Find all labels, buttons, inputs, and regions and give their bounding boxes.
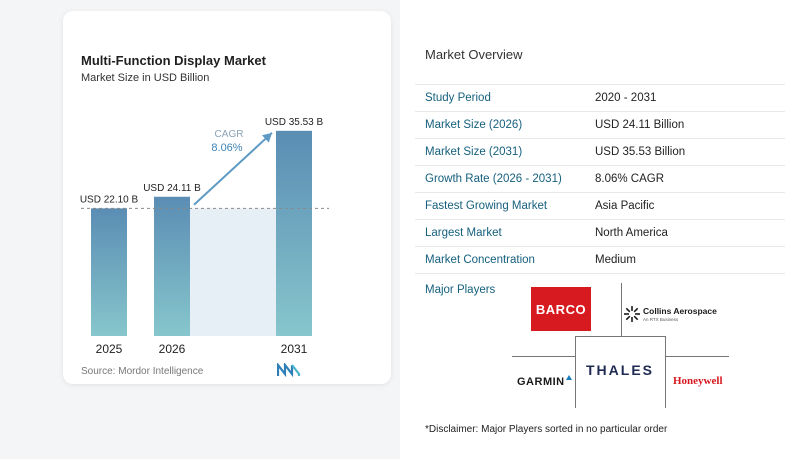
overview-row-value: USD 35.53 Billion (595, 138, 785, 166)
chart-subtitle: Market Size in USD Billion (81, 72, 210, 84)
chart-card: USD 22.10 B USD 24.11 B USD 35.53 B 2025 202… (63, 11, 391, 384)
thales-logo: THALES (586, 362, 654, 378)
garmin-logo: GARMIN (517, 376, 565, 388)
overview-row: Largest Market North America (415, 219, 785, 247)
overview-table: Study Period 2020 - 2031 Market Size (2026… (415, 84, 785, 274)
cagr-arrow-head-icon (261, 132, 272, 143)
logo-divider (665, 356, 729, 357)
collins-aerospace-logo: Collins Aerospace An RTX Business (623, 303, 733, 327)
bar-chart: USD 22.10 B USD 24.11 B USD 35.53 B 2025 202… (80, 117, 329, 356)
overview-row-label: Market Size (2031) (415, 138, 595, 166)
overview-row-value: North America (595, 219, 785, 247)
overview-title: Market Overview (425, 47, 523, 62)
logo-divider (575, 336, 576, 408)
bar (276, 130, 312, 336)
data-label: USD 22.10 B (80, 194, 139, 205)
overview-row: Growth Rate (2026 - 2031) 8.06% CAGR (415, 165, 785, 193)
cagr-label: CAGR (215, 129, 244, 140)
data-label: USD 35.53 B (265, 117, 324, 128)
overview-row: Market Size (2031) USD 35.53 Billion (415, 138, 785, 166)
chart-title: Multi-Function Display Market (81, 53, 266, 68)
overview-row-label: Largest Market (415, 219, 595, 247)
overview-row: Market Concentration Medium (415, 246, 785, 274)
logo-divider (512, 356, 575, 357)
market-overview-panel: Market Overview Study Period 2020 - 2031 M… (400, 0, 800, 459)
overview-row: Fastest Growing Market Asia Pacific (415, 192, 785, 220)
x-tick-label: 2031 (281, 342, 308, 356)
overview-row-label: Market Concentration (415, 246, 595, 274)
bar (154, 196, 190, 336)
disclaimer: *Disclaimer: Major Players sorted in no … (425, 424, 668, 435)
source-note: Source: Mordor Intelligence (81, 366, 204, 377)
overview-row-value: 2020 - 2031 (595, 84, 785, 112)
x-tick-label: 2026 (159, 342, 186, 356)
major-players-label: Major Players (425, 284, 496, 296)
cagr-arrow (193, 132, 273, 206)
honeywell-logo: Honeywell (673, 375, 723, 387)
overview-row-label: Fastest Growing Market (415, 192, 595, 220)
major-players-logos: BARCO Collins Aerospace An RTX Business … (400, 0, 800, 459)
logo-divider (665, 336, 666, 408)
collins-name: Collins Aerospace (643, 306, 717, 316)
overview-row-value: Asia Pacific (595, 192, 785, 220)
overview-row-label: Study Period (415, 84, 595, 112)
overview-row-label: Market Size (2026) (415, 111, 595, 139)
overview-row-label: Growth Rate (2026 - 2031) (415, 165, 595, 193)
overview-row-value: 8.06% CAGR (595, 165, 785, 193)
garmin-triangle-icon (566, 375, 572, 380)
x-tick-label: 2025 (96, 342, 123, 356)
logo-divider (575, 336, 665, 337)
bar (91, 208, 127, 336)
collins-tagline: An RTX Business (643, 317, 679, 322)
cagr-value: 8.06% (211, 142, 242, 154)
data-label: USD 24.11 B (143, 183, 201, 194)
overview-row-value: USD 24.11 Billion (595, 111, 785, 139)
overview-row: Study Period 2020 - 2031 (415, 84, 785, 112)
growth-region (190, 208, 276, 336)
overview-row: Market Size (2026) USD 24.11 Billion (415, 111, 785, 139)
collins-emblem-icon (624, 306, 640, 322)
logo-divider (621, 283, 622, 336)
mordor-logo-icon (277, 363, 301, 377)
overview-row-value: Medium (595, 246, 785, 274)
barco-logo: BARCO (531, 287, 591, 331)
